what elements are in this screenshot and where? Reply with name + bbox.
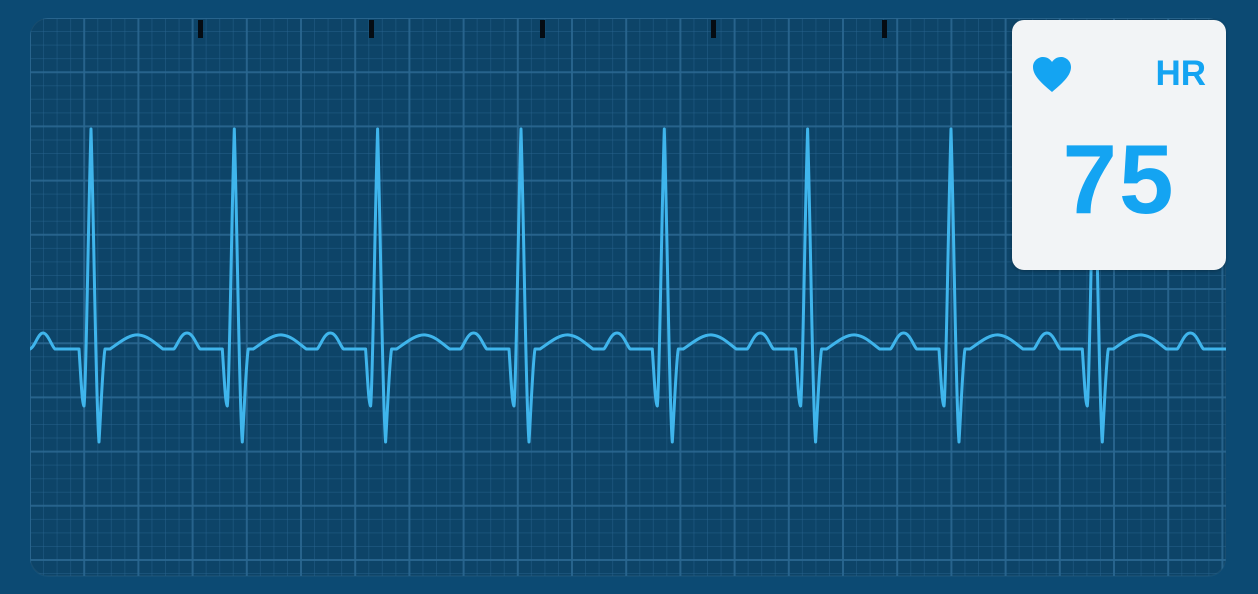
heart-rate-label: HR [1155,54,1206,93]
heart-icon [1033,57,1071,92]
time-tick-mark [540,20,545,38]
time-tick-mark [198,20,203,38]
heart-rate-value: 75 [1062,124,1176,234]
time-tick-mark [369,20,374,38]
heart-rate-panel: HR 75 [1012,20,1226,270]
ecg-waveform [30,127,1226,444]
time-tick-mark [711,20,716,38]
time-tick-mark [882,20,887,38]
